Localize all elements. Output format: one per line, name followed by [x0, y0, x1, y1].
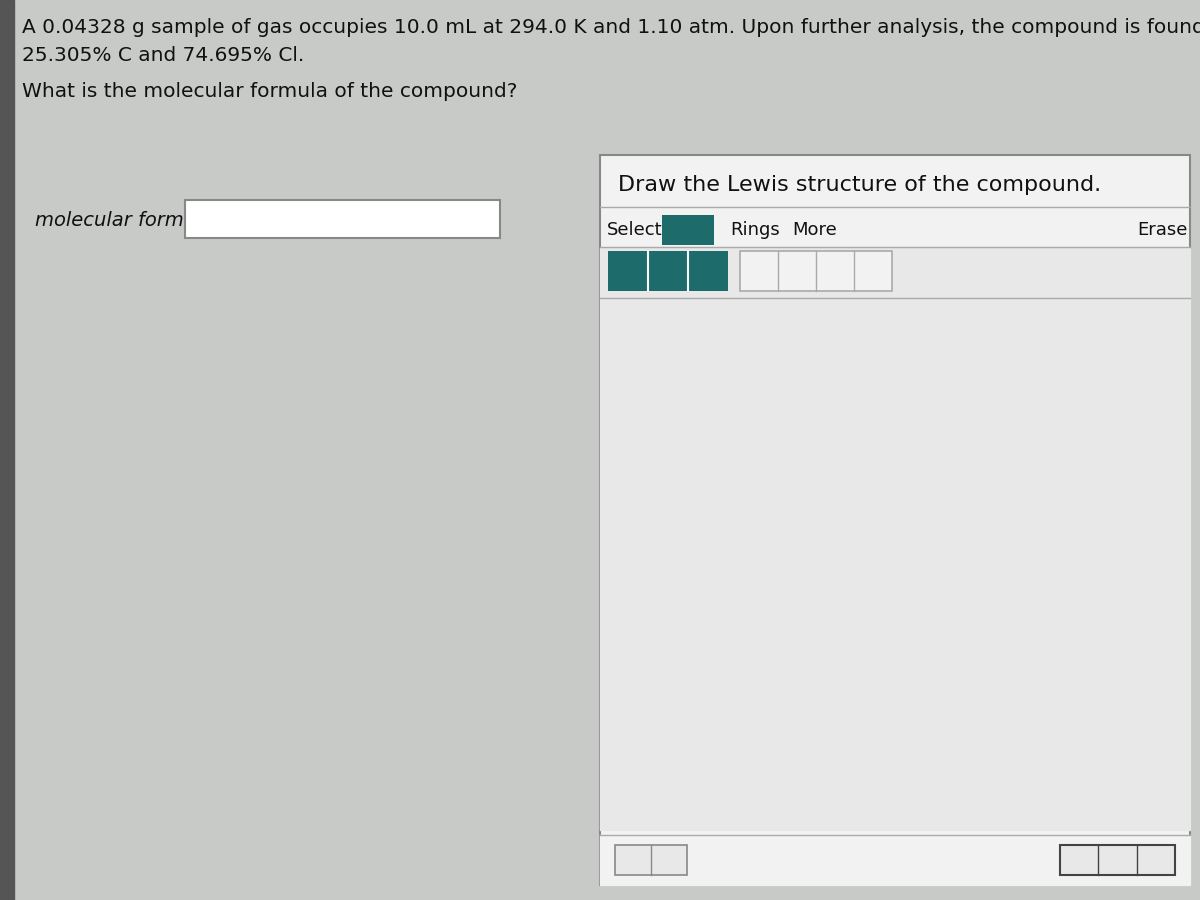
Text: What is the molecular formula of the compound?: What is the molecular formula of the com…: [22, 82, 517, 101]
Text: molecular formula:: molecular formula:: [35, 211, 220, 230]
Text: Cl: Cl: [865, 263, 881, 281]
Bar: [600, 155, 1190, 885]
Bar: [608, 251, 728, 291]
Bar: [600, 298, 1190, 830]
Text: Draw: Draw: [661, 221, 714, 239]
Text: A 0.04328 g sample of gas occupies 10.0 mL at 294.0 K and 1.10 atm. Upon further: A 0.04328 g sample of gas occupies 10.0 …: [22, 18, 1200, 37]
Text: ⊖: ⊖: [1146, 850, 1165, 870]
Text: /: /: [625, 263, 631, 281]
Text: 25.305% C and 74.695% Cl.: 25.305% C and 74.695% Cl.: [22, 46, 305, 65]
Text: ↺: ↺: [1109, 850, 1127, 870]
Bar: [1060, 845, 1175, 875]
Bar: [616, 845, 686, 875]
Text: ↻: ↻: [660, 850, 678, 870]
Bar: [740, 251, 892, 291]
Bar: [600, 835, 1190, 885]
Bar: [185, 200, 500, 238]
Text: Erase: Erase: [1136, 221, 1187, 239]
Bar: [600, 248, 1190, 298]
Text: ↺: ↺: [624, 850, 642, 870]
Text: //: //: [661, 263, 674, 281]
Text: C: C: [754, 263, 764, 281]
Bar: [662, 215, 714, 245]
Text: Draw the Lewis structure of the compound.: Draw the Lewis structure of the compound…: [618, 175, 1102, 195]
Text: Rings: Rings: [730, 221, 780, 239]
Bar: [0, 0, 14, 900]
Text: F: F: [830, 263, 840, 281]
Text: ///: ///: [698, 263, 718, 281]
Text: More: More: [793, 221, 838, 239]
Text: ⊕: ⊕: [1070, 850, 1088, 870]
Text: Br: Br: [788, 263, 806, 281]
Text: Select: Select: [607, 221, 662, 239]
